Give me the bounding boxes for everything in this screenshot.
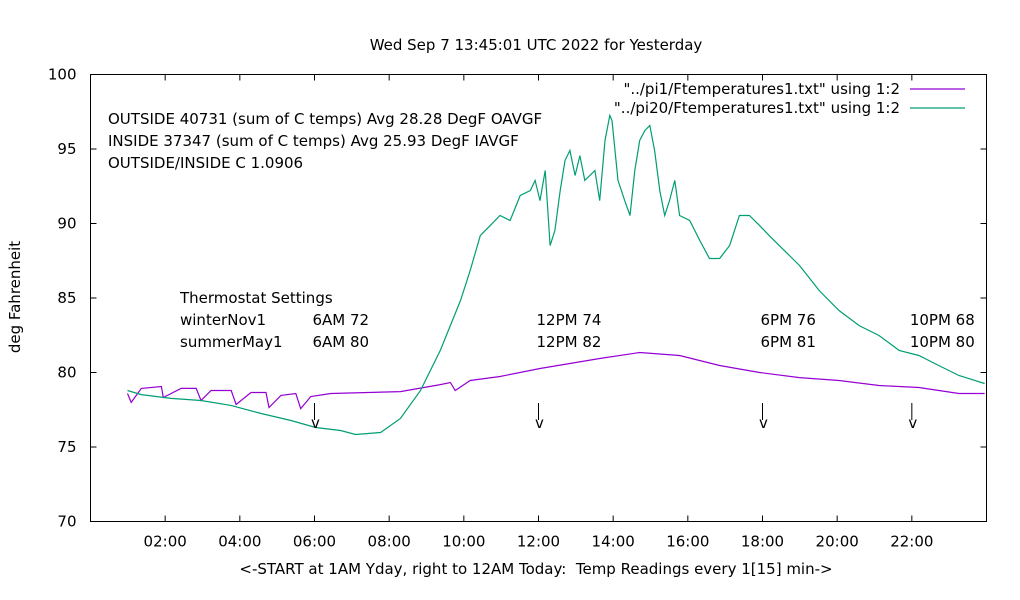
legend: "../pi1/Ftemperatures1.txt" using 1:2"..…: [614, 80, 965, 117]
chart-title: Wed Sep 7 13:45:01 UTC 2022 for Yesterda…: [370, 36, 703, 54]
summer-setting: 6PM 81: [761, 333, 816, 351]
x-tick-label: 20:00: [816, 533, 859, 551]
setting-arrow-head: v: [908, 414, 917, 432]
x-axis-label: <-START at 1AM Yday, right to 12AM Today…: [239, 560, 832, 578]
y-tick-label: 90: [57, 215, 76, 233]
y-axis-label: deg Fahrenheit: [6, 241, 24, 353]
x-tick-label: 22:00: [890, 533, 933, 551]
winter-setting: 10PM 68: [910, 311, 975, 329]
x-tick-label: 04:00: [218, 533, 261, 551]
winter-setting: 6AM 72: [313, 311, 370, 329]
y-tick-label: 80: [57, 364, 76, 382]
x-tick-label: 16:00: [666, 533, 709, 551]
winter-setting: 6PM 76: [761, 311, 816, 329]
stats-outside: OUTSIDE 40731 (sum of C temps) Avg 28.28…: [108, 110, 542, 128]
summer-setting: 6AM 80: [313, 333, 370, 351]
y-tick-label: 75: [57, 438, 76, 456]
winter-setting: 12PM 74: [537, 311, 602, 329]
x-tick-label: 18:00: [741, 533, 784, 551]
axis-ticks: 02:00 04:00 06:00 08:00 10:00 12:00 14:00 16:00…: [48, 66, 987, 551]
y-tick-label: 100: [48, 66, 77, 84]
thermostat-title: Thermostat Settings: [179, 289, 333, 307]
winter-label: winterNov1: [180, 311, 266, 329]
setting-arrow-head: v: [759, 414, 768, 432]
thermostat-annotation: Thermostat Settings winterNov1 summerMay…: [179, 289, 975, 432]
y-tick-label: 85: [57, 289, 76, 307]
stats-inside: INSIDE 37347 (sum of C temps) Avg 25.93 …: [108, 132, 519, 150]
stats-ratio: OUTSIDE/INSIDE C 1.0906: [108, 154, 303, 172]
setting-arrow-head: v: [535, 414, 544, 432]
y-tick-label: 70: [57, 513, 76, 531]
x-tick-label: 14:00: [592, 533, 635, 551]
x-tick-label: 12:00: [517, 533, 560, 551]
series-line-1: [126, 351, 985, 410]
summer-setting: 12PM 82: [537, 333, 602, 351]
legend-label: "../pi1/Ftemperatures1.txt" using 1:2: [623, 80, 900, 98]
summer-setting: 10PM 80: [910, 333, 975, 351]
summer-label: summerMay1: [180, 333, 283, 351]
series-lines: [126, 113, 985, 436]
series-line-2: [127, 113, 985, 436]
x-tick-label: 10:00: [442, 533, 485, 551]
y-tick-label: 95: [57, 140, 76, 158]
legend-label: "../pi20/Ftemperatures1.txt" using 1:2: [614, 99, 900, 117]
setting-arrow-head: v: [311, 414, 320, 432]
x-tick-label: 08:00: [368, 533, 411, 551]
x-tick-label: 02:00: [144, 533, 187, 551]
x-tick-label: 06:00: [293, 533, 336, 551]
stats-annotation: OUTSIDE 40731 (sum of C temps) Avg 28.28…: [108, 110, 542, 172]
